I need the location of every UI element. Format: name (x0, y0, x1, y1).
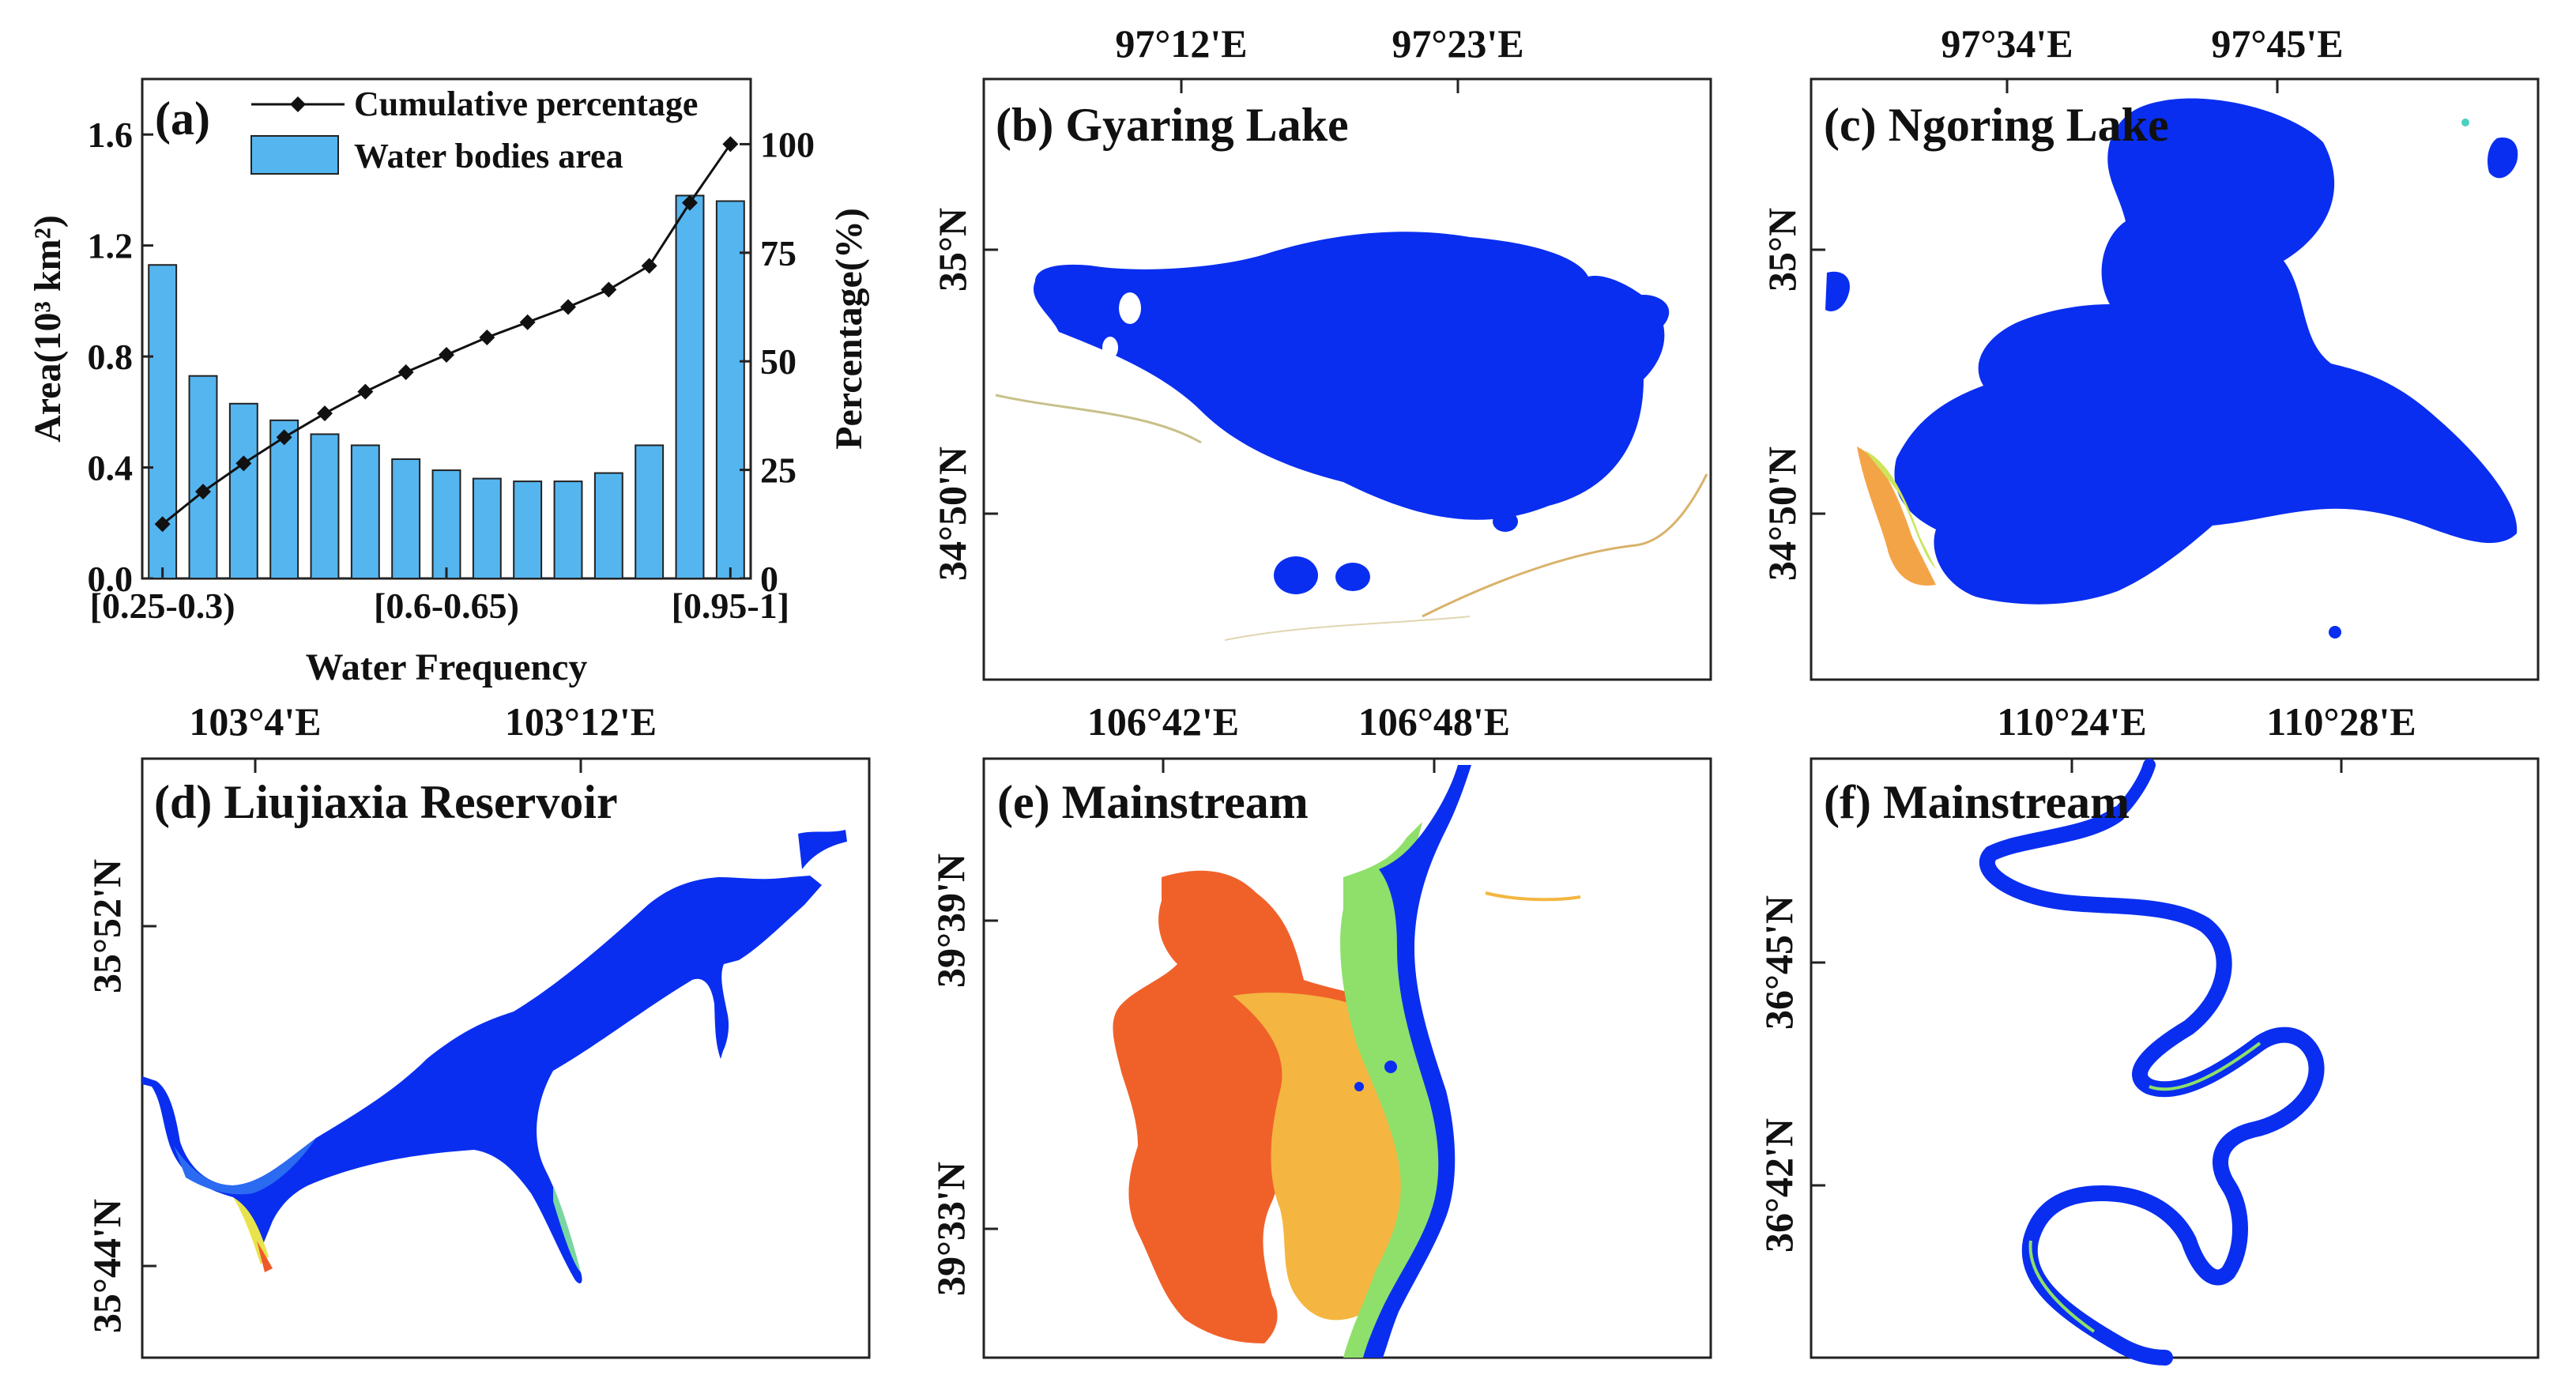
panel-f-left-tick-2: 36°42'N (1757, 1118, 1801, 1253)
cumulative-point-8 (479, 329, 495, 345)
bar-13 (675, 194, 705, 579)
cumulative-point-4 (317, 405, 333, 422)
panel-d-left-tick-2: 35°44'N (85, 1199, 129, 1333)
cumulative-point-5 (357, 383, 374, 400)
y2-tick-label-2: 50 (760, 341, 797, 382)
panel-a-label: (a) (155, 92, 210, 145)
mainstream-f-map (1979, 759, 2325, 1366)
bar-14 (715, 200, 745, 579)
y2-tick-label-0: 0 (760, 559, 778, 599)
panel-b-left-tick-1: 35°N (930, 208, 974, 292)
panel-e-top-tick-2: 106°48'E (1358, 699, 1510, 744)
x-axis-title: Water Frequency (306, 646, 588, 688)
legend-bar-swatch (250, 135, 339, 175)
panel-e-label: (e) Mainstream (997, 776, 1309, 828)
gyaring-lake-map (995, 232, 1708, 641)
y2-tick-label-1: 25 (760, 450, 797, 491)
panel-f-left-tick-1: 36°45'N (1757, 895, 1801, 1030)
panel-d-top-tick-1: 103°4'E (189, 699, 321, 744)
panel-f-top-tick-2: 110°28'E (2266, 699, 2416, 744)
bar-7 (431, 469, 461, 579)
y-tick-label-0: 0.0 (88, 559, 134, 599)
cumulative-point-2 (235, 455, 252, 472)
legend-area-label: Water bodies area (354, 137, 623, 175)
panel-e-left-tick-2: 39°33'N (928, 1162, 973, 1296)
x-tick-label-2: [0.95-1] (672, 586, 789, 626)
cumulative-point-1 (195, 484, 211, 500)
bar-8 (472, 477, 502, 579)
cumulative-point-11 (601, 281, 617, 298)
bar-4 (310, 433, 340, 580)
y-axis-title: Area(10³ km²) (27, 215, 69, 443)
cumulative-point-0 (154, 516, 171, 533)
panel-e-left-tick-1: 39°39'N (928, 853, 973, 988)
panel-f-top-tick-1: 110°24'E (1997, 699, 2146, 744)
ngoring-lake-map (1825, 98, 2518, 639)
cumulative-point-6 (397, 364, 414, 380)
panel-d-top-tick-2: 103°12'E (505, 699, 657, 744)
panel-c-label: (c) Ngoring Lake (1824, 99, 2169, 151)
panel-c-left-tick-1: 35°N (1760, 208, 1804, 292)
y-tick-label-3: 1.2 (88, 226, 134, 266)
x-tick-label-0: [0.25-0.3) (90, 586, 235, 626)
y2-tick-label-3: 75 (760, 233, 797, 273)
bar-6 (391, 458, 421, 579)
map-panel-f-frame (1810, 757, 2540, 1359)
cumulative-point-10 (560, 299, 576, 315)
panel-c-left-tick-2: 34°50'N (1760, 446, 1804, 581)
y2-tick-label-4: 100 (760, 124, 815, 164)
y-tick-label-1: 0.4 (88, 448, 134, 488)
bar-11 (593, 472, 623, 579)
bar-2 (228, 402, 258, 579)
panel-c-top-tick-1: 97°34'E (1941, 21, 2073, 66)
cumulative-point-14 (722, 136, 739, 153)
panel-b-left-tick-2: 34°50'N (930, 446, 974, 581)
panel-b-top-tick-1: 97°12'E (1115, 21, 1247, 66)
panel-a-chart: 0.0 0.4 0.8 1.2 1.6 0 25 50 75 100 [0.25-0.3) [0.… (27, 77, 870, 688)
mainstream-e-map (1113, 765, 1581, 1358)
bar-12 (635, 444, 665, 580)
panel-e-top-tick-1: 106°42'E (1087, 699, 1239, 744)
panel-f-label: (f) Mainstream (1824, 776, 2130, 828)
cumulative-point-13 (682, 194, 698, 211)
cumulative-point-7 (439, 346, 454, 363)
legend-cumulative-label: Cumulative percentage (354, 85, 698, 123)
y2-axis-title: Percentage(%) (828, 208, 870, 450)
cumulative-point-3 (276, 429, 292, 446)
cumulative-point-9 (519, 314, 536, 330)
liujiaxia-reservoir-map (142, 830, 847, 1284)
panel-b-top-tick-2: 97°23'E (1392, 21, 1523, 66)
y-tick-label-4: 1.6 (88, 115, 134, 155)
bar-1 (188, 375, 218, 579)
cumulative-point-12 (641, 258, 657, 274)
bar-3 (269, 419, 299, 579)
panel-d-left-tick-1: 35°52'N (85, 859, 129, 993)
bar-10 (553, 480, 583, 579)
bar-5 (350, 444, 380, 580)
y-tick-label-2: 0.8 (88, 337, 134, 377)
panel-d-label: (d) Liujiaxia Reservoir (154, 776, 618, 828)
bar-9 (513, 480, 543, 579)
x-tick-label-1: [0.6-0.65) (374, 586, 519, 626)
panel-b-label: (b) Gyaring Lake (996, 99, 1349, 151)
panel-c-top-tick-2: 97°45'E (2211, 21, 2343, 66)
legend-line-marker (290, 96, 306, 112)
